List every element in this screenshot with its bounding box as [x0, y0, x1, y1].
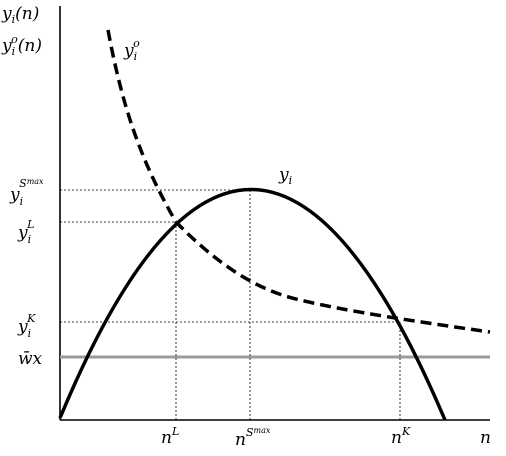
guide-lines [60, 189, 401, 420]
x-tick-L: nL [161, 425, 179, 448]
y-tick-L: yiL [17, 218, 34, 246]
yi-curve-label: yi [278, 165, 292, 187]
yi-curve [58, 187, 447, 421]
x-tick-smax: nSmax [235, 426, 271, 450]
y-axis-label-yio: yio(n) [1, 33, 42, 58]
x-axis-label: n [480, 428, 491, 448]
y-tick-K: yiK [17, 312, 36, 340]
y-tick-smax: yiSmax [9, 177, 44, 208]
yio-curve [106, 29, 491, 334]
y-axis-label-yi: yi(n) [1, 4, 39, 26]
y-tick-wx: w̄x [18, 349, 43, 369]
x-tick-K: nK [391, 425, 411, 448]
yio-curve-label: yio [123, 37, 140, 63]
